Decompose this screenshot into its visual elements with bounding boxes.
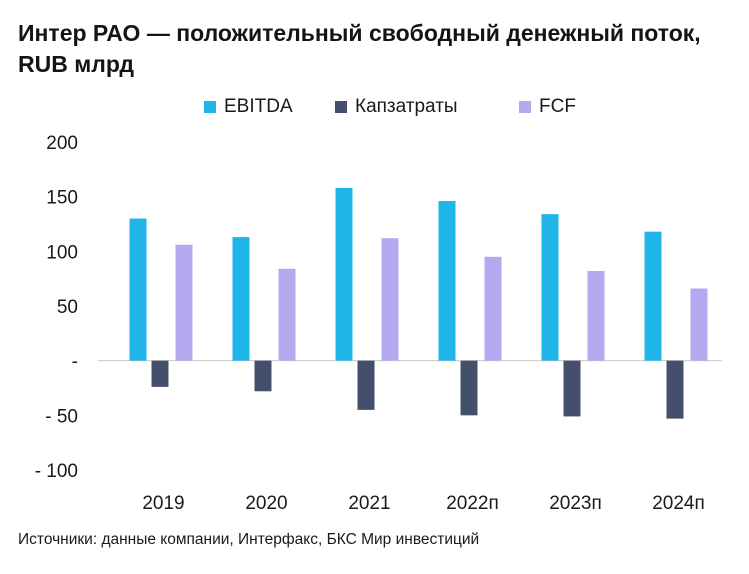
bar-ebitda-2022п [438,201,456,361]
legend-label: FCF [539,96,576,117]
bar-ebitda-2024п [644,231,662,361]
x-tick-label: 2023п [549,493,602,514]
bar-капзатраты-2020 [254,360,272,392]
bar-капзатраты-2019 [151,360,169,387]
chart-title: Интер РАО — положительный свободный дене… [18,20,701,77]
legend-swatch [335,101,347,113]
legend-item: FCF [519,94,576,120]
y-tick-label: 200 [46,133,78,154]
x-tick-label: 2019 [142,493,184,514]
y-tick-label: - 50 [45,406,78,427]
legend-item: EBITDA [204,94,293,120]
legend-item: Капзатраты [335,94,458,120]
bar-капзатраты-2021 [357,360,375,410]
x-tick-label: 2020 [245,493,287,514]
bar-fcf-2020 [278,268,296,361]
bar-fcf-2021 [381,238,399,361]
x-tick-label: 2021 [348,493,390,514]
bar-ebitda-2021 [335,187,353,361]
legend: EBITDA Капзатраты FCF [0,94,749,120]
bar-капзатраты-2022п [460,360,478,416]
y-tick-label: 100 [46,242,78,263]
legend-label: Капзатраты [355,96,458,117]
legend-label: EBITDA [224,96,293,117]
legend-swatch [204,101,216,113]
y-tick-label: - [72,352,78,373]
bar-fcf-2023п [587,271,605,361]
source-note: Источники: данные компании, Интерфакс, Б… [18,531,480,548]
x-tick-label: 2022п [446,493,499,514]
y-tick-label: 50 [57,297,78,318]
bar-капзатраты-2024п [666,360,684,419]
bar-fcf-2024п [690,288,708,361]
y-tick-label: - 100 [35,461,78,482]
bar-ebitda-2023п [541,214,559,361]
bar-fcf-2022п [484,256,502,361]
bar-ebitda-2020 [232,237,250,361]
y-tick-label: 150 [46,188,78,209]
bar-ebitda-2019 [129,218,147,361]
x-tick-label: 2024п [652,493,705,514]
bar-fcf-2019 [175,244,193,361]
bar-капзатраты-2023п [563,360,581,417]
legend-swatch [519,101,531,113]
